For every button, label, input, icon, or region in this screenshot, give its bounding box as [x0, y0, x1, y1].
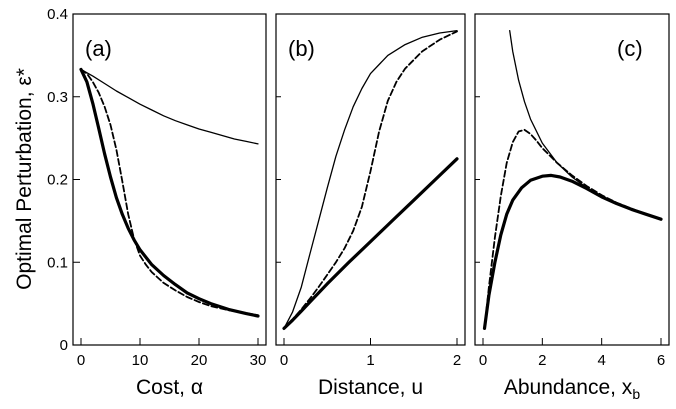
series-line-thick: [282, 157, 459, 330]
y-tick-label: 0.1: [47, 254, 68, 271]
y-tick-label: 0.3: [47, 89, 68, 106]
panels: 0 10 20 30 Cost, α (a) 0 1 2 Distance, u (b) 0 2 4 6 Ab…: [72, 13, 670, 402]
x-axis-title-text: Cost, α: [136, 376, 203, 399]
y-tick-label: 0.2: [47, 172, 68, 189]
y-axis: 0 0.1 0.2 0.3 0.4: [47, 6, 80, 354]
x-axis-title: Distance, u: [318, 376, 423, 399]
panel-2: 0 1 2 Distance, u (b): [275, 13, 466, 399]
series-line-thin: [283, 29, 458, 330]
x-tick-label: 2: [453, 352, 461, 369]
series-line-thick: [482, 173, 663, 330]
x-tick-label: 0: [280, 352, 288, 369]
x-axis-title-text: Distance, u: [318, 376, 423, 399]
series-line-thick: [79, 67, 260, 318]
x-axis-title-subscript: b: [632, 386, 640, 402]
x-axis-title-text: Abundance, x: [504, 376, 633, 399]
x-tick-label: 10: [132, 352, 149, 369]
y-tick-label: 0.4: [47, 6, 68, 23]
x-axis-title: Cost, α: [136, 376, 203, 399]
x-tick-label: 20: [191, 352, 208, 369]
y-axis-title: Optimal Perturbation, ε*: [13, 68, 36, 290]
x-tick-label: 30: [250, 352, 267, 369]
x-tick-label: 2: [538, 352, 546, 369]
series-line-thin: [80, 68, 259, 145]
x-tick-label: 0: [479, 352, 487, 369]
x-tick-label: 0: [77, 352, 85, 369]
x-tick-label: 1: [366, 352, 374, 369]
x-axis-title: Abundance, xb: [504, 376, 640, 402]
x-tick-label: 4: [597, 352, 605, 369]
x-tick-label: 6: [657, 352, 665, 369]
panel-3: 0 2 4 6 Abundance, xb (c): [474, 13, 670, 402]
y-tick-label: 0: [60, 337, 68, 354]
panel-label: (b): [288, 36, 315, 61]
series-line-dashed: [283, 30, 458, 330]
panel-label: (c): [617, 36, 643, 61]
panel-1: 0 10 20 30 Cost, α (a): [72, 13, 267, 399]
series-line-dashed: [483, 128, 662, 330]
panel-frame: [72, 13, 267, 346]
panel-label: (a): [85, 36, 112, 61]
